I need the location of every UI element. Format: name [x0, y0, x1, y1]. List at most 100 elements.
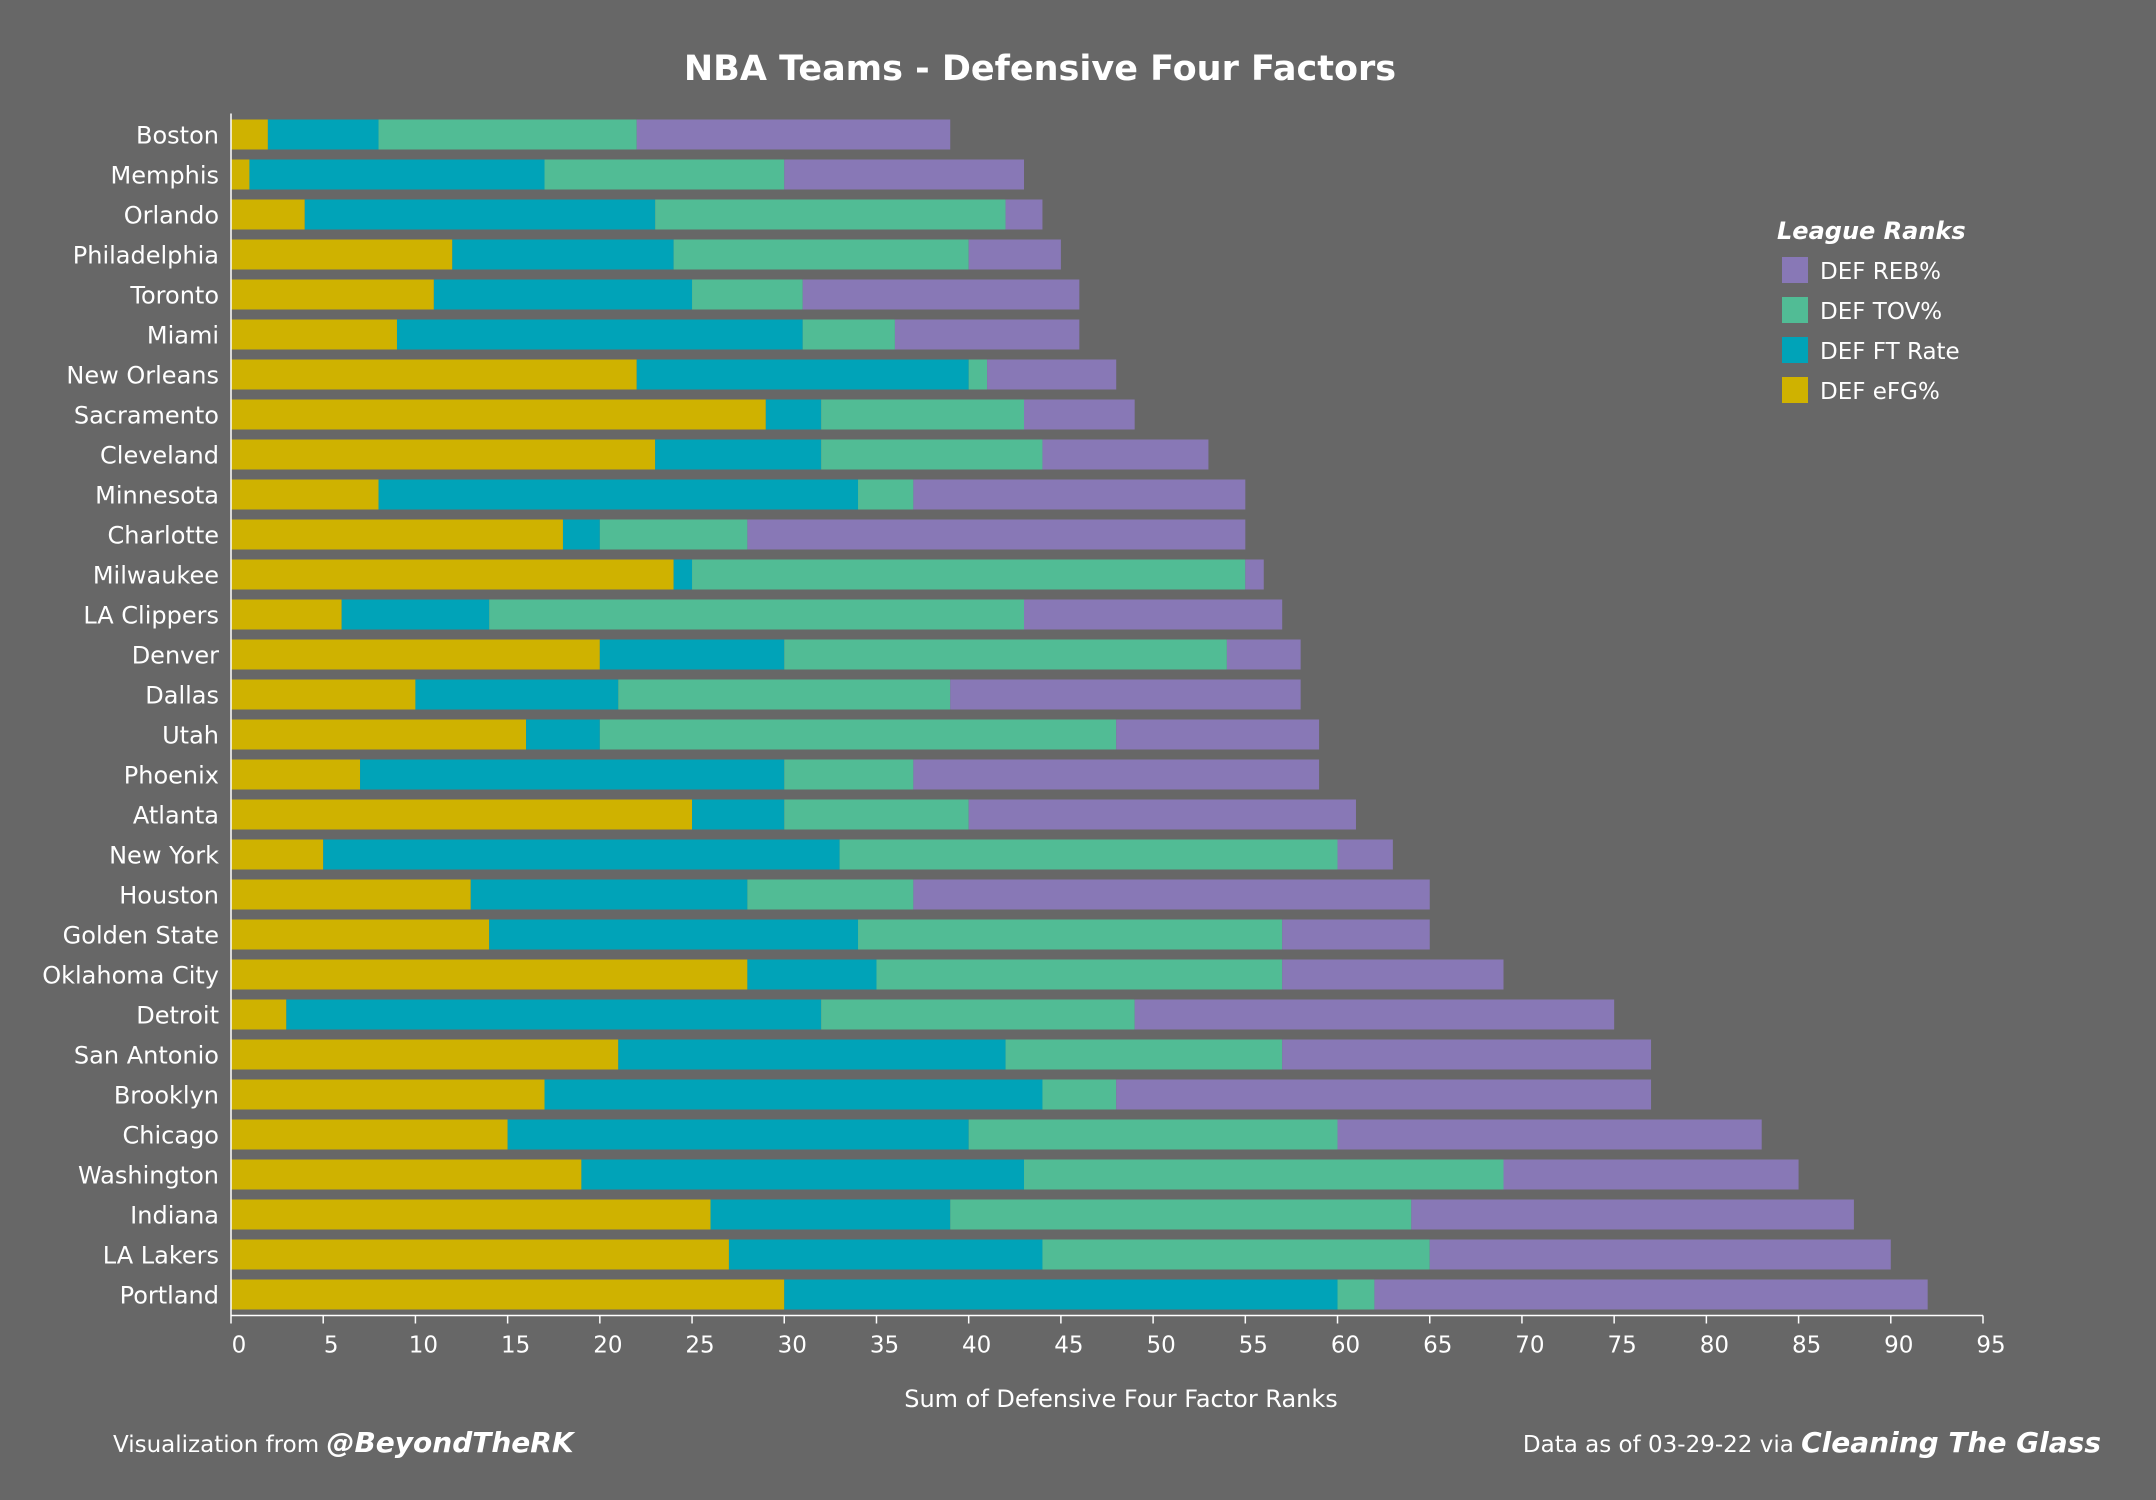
x-tick-label-85: 85 [1792, 1333, 1821, 1359]
team-label-phoenix: Phoenix [124, 762, 219, 790]
legend-label-def-reb: DEF REB% [1820, 259, 1941, 285]
team-label-denver: Denver [132, 642, 219, 670]
bar-san-antonio-def-reb [1282, 1039, 1652, 1070]
team-labels: Boston Memphis Orlando Philadelphia Toronto M… [42, 122, 219, 1310]
x-tick-label-35: 35 [870, 1333, 899, 1359]
x-axis-label: Sum of Defensive Four Factor Ranks [904, 1385, 1338, 1413]
legend-swatch-def-ft-rate [1782, 337, 1808, 363]
team-label-minnesota: Minnesota [95, 482, 219, 510]
bar-philadelphia-def-efg [231, 239, 453, 270]
footer-source-name: Cleaning The Glass [1801, 1426, 2101, 1459]
bar-utah-def-efg [231, 719, 527, 750]
team-label-san-antonio: San Antonio [74, 1042, 219, 1070]
team-label-sacramento: Sacramento [74, 402, 219, 430]
x-tick-label-95: 95 [1976, 1333, 2005, 1359]
team-label-utah: Utah [162, 722, 219, 750]
bar-houston-def-efg [231, 879, 471, 910]
bar-golden-state-def-reb [1282, 919, 1430, 950]
bar-atlanta-def-ft-rate [692, 799, 785, 830]
bar-oklahoma-city-def-ft-rate [747, 959, 877, 990]
bar-brooklyn-def-tov [1042, 1079, 1117, 1110]
bar-sacramento-def-efg [231, 399, 766, 430]
bar-brooklyn-def-reb [1116, 1079, 1652, 1110]
bar-dallas-def-tov [618, 679, 951, 710]
bar-memphis-def-ft-rate [249, 159, 545, 190]
team-label-houston: Houston [119, 882, 219, 910]
bar-charlotte-def-ft-rate [562, 519, 600, 550]
team-label-portland: Portland [120, 1282, 219, 1310]
bar-san-antonio-def-efg [231, 1039, 619, 1070]
bar-washington-def-reb [1503, 1159, 1799, 1190]
bar-new-york-def-reb [1337, 839, 1393, 870]
bar-minnesota-def-reb [913, 479, 1246, 510]
x-tick-label-20: 20 [593, 1333, 622, 1359]
bar-minnesota-def-efg [231, 479, 379, 510]
bar-phoenix-def-reb [913, 759, 1320, 790]
bar-utah-def-ft-rate [526, 719, 600, 750]
bar-phoenix-def-ft-rate [360, 759, 785, 790]
bar-charlotte-def-reb [747, 519, 1246, 550]
bar-la-clippers-def-efg [231, 599, 342, 630]
team-label-golden-state: Golden State [63, 922, 219, 950]
bar-atlanta-def-tov [784, 799, 969, 830]
x-tick-label-5: 5 [324, 1333, 339, 1359]
bars [231, 119, 1928, 1310]
bar-milwaukee-def-ft-rate [673, 559, 693, 590]
bar-detroit-def-tov [821, 999, 1135, 1030]
x-tick-label-25: 25 [685, 1333, 714, 1359]
bar-golden-state-def-tov [858, 919, 1283, 950]
x-tick-label-15: 15 [501, 1333, 530, 1359]
team-label-atlanta: Atlanta [133, 802, 219, 830]
bar-oklahoma-city-def-efg [231, 959, 748, 990]
bar-oklahoma-city-def-tov [876, 959, 1283, 990]
x-tick-label-60: 60 [1331, 1333, 1360, 1359]
bar-toronto-def-efg [231, 279, 434, 310]
bar-new-york-def-tov [839, 839, 1338, 870]
bar-new-orleans-def-efg [231, 359, 637, 390]
bar-oklahoma-city-def-reb [1282, 959, 1504, 990]
bar-new-orleans-def-tov [968, 359, 988, 390]
bar-denver-def-ft-rate [599, 639, 785, 670]
bar-indiana-def-reb [1411, 1199, 1854, 1230]
bar-philadelphia-def-ft-rate [452, 239, 674, 270]
bar-la-lakers-def-reb [1429, 1239, 1891, 1270]
bar-indiana-def-ft-rate [710, 1199, 951, 1230]
bar-san-antonio-def-ft-rate [618, 1039, 1006, 1070]
x-tick-label-10: 10 [409, 1333, 438, 1359]
legend-label-def-efg: DEF eFG% [1820, 379, 1940, 405]
bar-portland-def-reb [1374, 1279, 1928, 1310]
bar-boston-def-reb [636, 119, 951, 150]
x-tick-label-45: 45 [1054, 1333, 1083, 1359]
bar-orlando-def-reb [1005, 199, 1043, 230]
team-label-chicago: Chicago [123, 1122, 219, 1150]
bar-dallas-def-ft-rate [415, 679, 619, 710]
chart-title: NBA Teams - Defensive Four Factors [684, 49, 1396, 89]
x-tick-label-90: 90 [1884, 1333, 1913, 1359]
bar-chicago-def-ft-rate [507, 1119, 969, 1150]
bar-detroit-def-ft-rate [286, 999, 822, 1030]
bar-philadelphia-def-reb [968, 239, 1061, 270]
x-axis: 0 5 10 15 20 25 30 35 40 45 50 55 60 65 70 75 80 85 90 95 [230, 113, 2006, 1359]
legend-title: League Ranks [1777, 217, 1966, 245]
bar-orlando-def-efg [231, 199, 305, 230]
bar-houston-def-ft-rate [470, 879, 748, 910]
bar-miami-def-tov [802, 319, 895, 350]
legend-swatch-def-tov [1782, 297, 1808, 323]
legend: League Ranks DEF REB% DEF TOV% DEF FT Rate… [1777, 217, 1966, 405]
team-label-memphis: Memphis [111, 162, 219, 190]
bar-indiana-def-efg [231, 1199, 711, 1230]
bar-la-clippers-def-reb [1024, 599, 1283, 630]
bar-dallas-def-efg [231, 679, 416, 710]
team-label-charlotte: Charlotte [108, 522, 219, 550]
footer-credit: Visualization from @BeyondTheRK [113, 1426, 574, 1459]
bar-toronto-def-reb [802, 279, 1080, 310]
bar-chicago-def-efg [231, 1119, 508, 1150]
team-label-miami: Miami [147, 322, 219, 350]
bar-cleveland-def-efg [231, 439, 656, 470]
bar-minnesota-def-ft-rate [378, 479, 859, 510]
legend-label-def-ft-rate: DEF FT Rate [1820, 339, 1960, 365]
bar-boston-def-ft-rate [267, 119, 379, 150]
bar-san-antonio-def-tov [1005, 1039, 1283, 1070]
team-label-milwaukee: Milwaukee [93, 562, 219, 590]
